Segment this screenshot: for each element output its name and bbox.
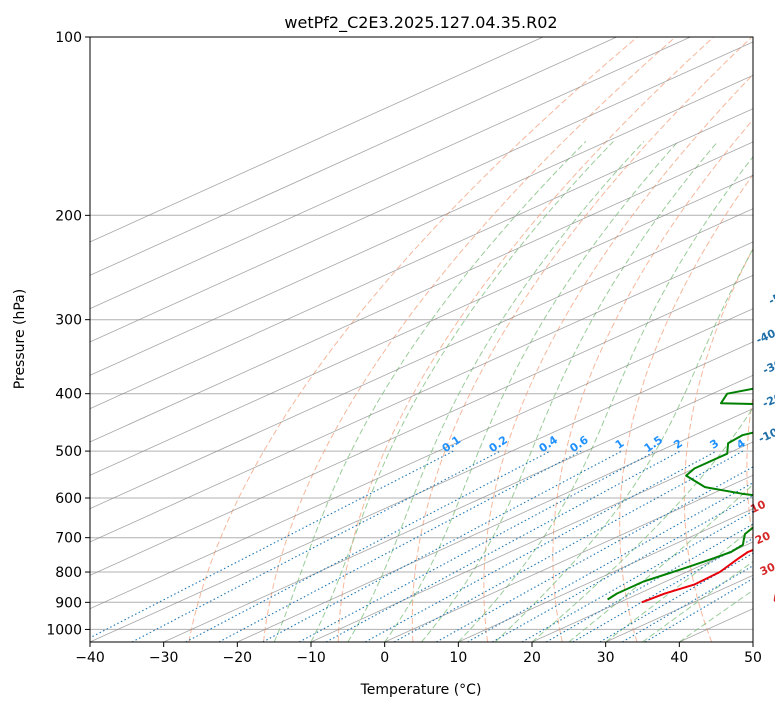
- moist-adiabat-line: [273, 140, 587, 642]
- dry-adiabat-line: [552, 118, 753, 642]
- moist-adiabat-line: [347, 140, 645, 642]
- dry-adiabat-line: [263, 37, 676, 642]
- mixing-ratio-label: 1.5: [642, 433, 665, 455]
- x-tick-label: −20: [223, 650, 253, 666]
- dry-adiabat-line: [683, 247, 753, 642]
- y-tick-label: 100: [55, 30, 82, 46]
- y-axis: 100 200 300 400 500 600 700 800 900 1000: [46, 30, 90, 638]
- moist-adiabat-line: [310, 140, 614, 642]
- mixing-ratio-line: [262, 450, 622, 642]
- mixing-ratio-label: 0.1: [440, 433, 463, 455]
- isotherm-label: -10: [757, 426, 775, 446]
- isotherm-line: [90, 308, 753, 610]
- x-tick-label: −30: [149, 650, 179, 666]
- mixing-ratio-line: [218, 450, 582, 642]
- y-tick-label: 900: [55, 595, 82, 611]
- isotherm-line: [90, 174, 753, 476]
- isotherm-label: 0: [773, 457, 775, 472]
- moist-adiabat-line: [642, 560, 753, 642]
- isotherm-label: 30: [758, 560, 775, 578]
- background-lines: [90, 37, 753, 642]
- dry-adiabat-line: [337, 37, 714, 642]
- mixing-ratio-line: [436, 466, 753, 642]
- mixing-ratio-label: 3: [708, 437, 722, 452]
- dry-adiabat-line: [619, 173, 753, 642]
- mixing-ratio-line: [298, 450, 656, 642]
- plot-frame: [89, 36, 754, 643]
- isotherm-line: [310, 441, 753, 642]
- x-tick-label: −40: [75, 650, 105, 666]
- x-tick-label: 20: [523, 650, 541, 666]
- isotherm-line: [90, 37, 617, 276]
- isotherm-line: [90, 37, 544, 243]
- y-tick-label: 400: [55, 387, 82, 403]
- isotherm-label: -50: [767, 288, 775, 308]
- isotherm-line: [90, 108, 753, 410]
- mixing-ratio-line: [644, 577, 753, 642]
- moist-adiabat-line: [605, 527, 753, 642]
- isotherm-line: [90, 208, 753, 510]
- moist-adiabat-line: [494, 247, 753, 642]
- y-tick-label: 600: [55, 491, 82, 507]
- y-tick-label: 500: [55, 444, 82, 460]
- isotherm-line: [163, 374, 753, 642]
- chart-title: wetPf2_C2E3.2025.127.04.35.R02: [284, 13, 557, 33]
- x-axis-label: Temperature (°C): [360, 682, 482, 698]
- isotherm-label: 40: [770, 588, 775, 606]
- x-tick-label: 0: [380, 650, 389, 666]
- x-tick-label: 40: [670, 650, 688, 666]
- isotherm-line: [90, 141, 753, 443]
- mixing-ratio-line: [546, 523, 753, 642]
- mixing-ratio-line: [492, 495, 753, 642]
- isotherm-label: -40: [754, 327, 775, 347]
- mixing-ratio-line: [131, 450, 501, 642]
- mixing-ratio-line: [365, 450, 717, 642]
- mixing-ratio-line: [572, 537, 753, 642]
- y-tick-label: 800: [55, 565, 82, 581]
- y-tick-label: 1000: [46, 622, 82, 638]
- isotherm-line: [90, 241, 753, 543]
- isotherm-label: -30: [761, 357, 775, 377]
- dry-adiabat-line: [188, 37, 638, 642]
- mixing-ratio-line: [325, 450, 681, 642]
- isotherm-line: [90, 341, 753, 642]
- moist-adiabat-line: [531, 406, 753, 642]
- dewpoint-profile-line: [607, 387, 753, 601]
- y-tick-label: 200: [55, 208, 82, 224]
- y-axis-label: Pressure (hPa): [12, 289, 28, 389]
- x-tick-label: 30: [597, 650, 615, 666]
- moist-adiabat-line: [568, 483, 753, 642]
- mixing-ratio-line: [185, 450, 551, 642]
- isotherm-label: -20: [761, 390, 775, 410]
- y-tick-label: 700: [55, 531, 82, 547]
- isotherm-line: [90, 37, 691, 310]
- isotherm-line: [458, 508, 753, 642]
- isotherm-line: [90, 74, 753, 376]
- mixing-ratio-label: 0.6: [567, 433, 591, 455]
- x-tick-label: −10: [296, 650, 326, 666]
- mixing-ratio-label: 2: [671, 437, 685, 452]
- isotherm-label: 10: [748, 498, 768, 516]
- isotherm-line: [90, 41, 753, 343]
- x-tick-label: 10: [449, 650, 467, 666]
- mixing-ratio-label: 0.4: [537, 433, 561, 455]
- moist-adiabat-line: [384, 140, 679, 642]
- y-tick-label: 300: [55, 313, 82, 329]
- dry-adiabat-line: [483, 73, 753, 642]
- mixing-ratio-line: [393, 450, 744, 642]
- moist-adiabat-line: [457, 155, 753, 642]
- isotherm-label: 20: [753, 529, 773, 547]
- isotherm-line: [90, 274, 753, 576]
- x-axis: −40 −30 −20 −10 0 10 20 30 40 50: [75, 642, 762, 666]
- mixing-ratio-line: [467, 482, 753, 642]
- mixing-ratio-line: [622, 565, 753, 642]
- mixing-ratio-label: 1: [613, 437, 627, 452]
- mixing-ratio-label: 0.2: [487, 433, 510, 455]
- moist-adiabat-line: [421, 140, 719, 642]
- isotherm-line: [237, 408, 753, 642]
- x-tick-label: 50: [744, 650, 762, 666]
- profiles: [607, 387, 753, 604]
- isotherm-line: [384, 474, 753, 642]
